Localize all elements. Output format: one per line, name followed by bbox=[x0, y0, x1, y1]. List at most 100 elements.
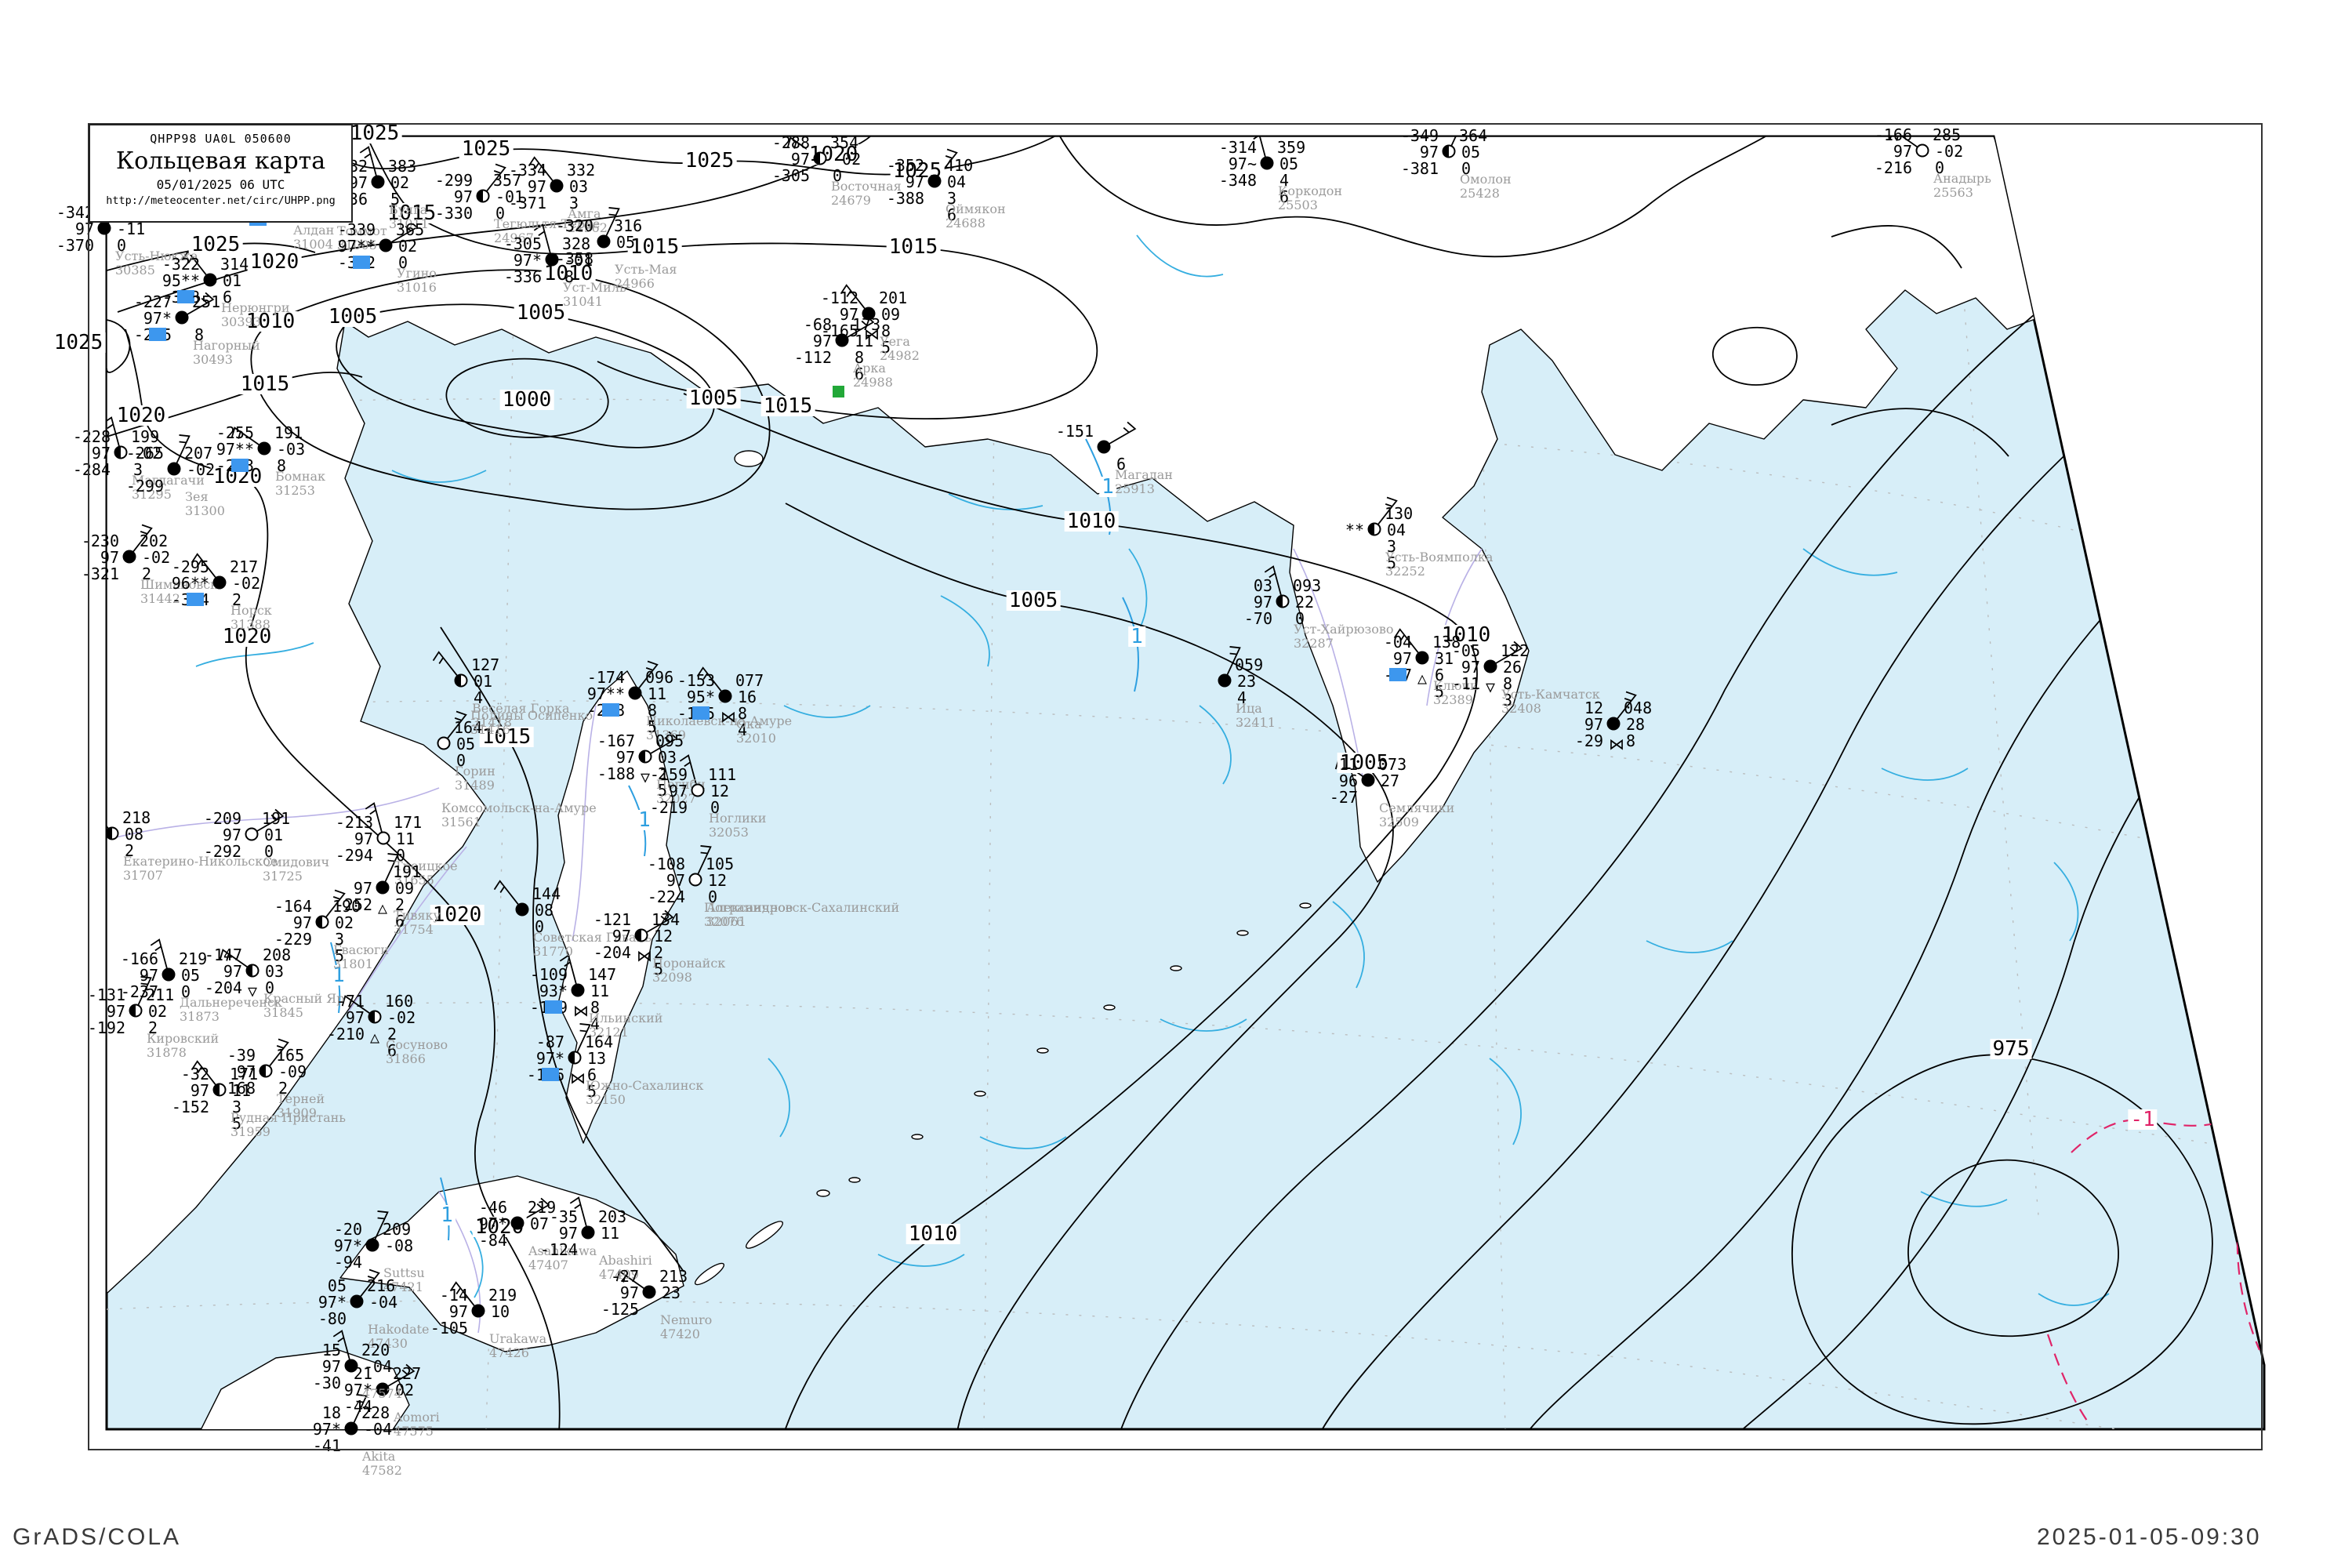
aux-contour-label: 1 bbox=[1128, 626, 1145, 647]
precip-square-icon bbox=[1389, 668, 1406, 681]
station-name-label: Алдан 31004 bbox=[293, 223, 335, 252]
station-circle bbox=[212, 1083, 227, 1097]
wind-barb bbox=[341, 995, 370, 1014]
station-name-label: Полины Осипенко 31416 bbox=[470, 708, 593, 738]
station-circle bbox=[245, 964, 260, 978]
map-title: Кольцевая карта bbox=[115, 147, 326, 175]
station-circle bbox=[454, 673, 468, 688]
wind-barb bbox=[374, 1210, 389, 1240]
station-name-label: Urakawa 47426 bbox=[489, 1331, 547, 1361]
isobar-label: 1020 bbox=[247, 252, 302, 272]
station-circle bbox=[813, 151, 827, 165]
station-circle bbox=[203, 273, 217, 287]
wind-barb bbox=[191, 1060, 216, 1086]
wind-barb bbox=[187, 292, 215, 315]
wind-barb bbox=[176, 434, 191, 464]
wind-barb bbox=[256, 808, 285, 832]
station-name-label: Дальнереченск 31873 bbox=[180, 995, 282, 1025]
wind-barb bbox=[353, 1394, 368, 1424]
station-circle bbox=[167, 462, 181, 476]
station-circle bbox=[1915, 143, 1929, 158]
station-circle bbox=[97, 221, 111, 235]
wind-barb bbox=[332, 1330, 350, 1360]
station-name-label: Томмот 31005 bbox=[337, 223, 387, 253]
station-circle bbox=[1097, 440, 1111, 454]
wind-barb bbox=[938, 148, 958, 177]
station-name-label: Усть-Воямполка 32252 bbox=[1385, 550, 1494, 579]
station-name-label: Suttsu 47421 bbox=[383, 1265, 425, 1295]
station-circle bbox=[628, 686, 642, 700]
wind-barb bbox=[840, 284, 866, 310]
station-name-label: Тивяку 31754 bbox=[394, 908, 441, 938]
station-circle bbox=[122, 550, 136, 564]
source-url: http://meteocenter.net/circ/UHPP.png bbox=[106, 194, 336, 207]
station-circle bbox=[376, 1382, 390, 1396]
station-name-label: Арка 24988 bbox=[853, 361, 893, 390]
isobar-label: 1010 bbox=[1439, 625, 1494, 645]
station-name-label: Комсомольск-на-Амуре 31561 bbox=[441, 800, 597, 830]
isobar-label: 1010 bbox=[1064, 511, 1119, 532]
isobar-label: 1015 bbox=[627, 237, 682, 257]
isobar-label: 1000 bbox=[499, 390, 554, 410]
isobar-label: 975 bbox=[1990, 1039, 2032, 1059]
wind-barb bbox=[576, 1023, 591, 1053]
isobar-label: 1020 bbox=[114, 405, 169, 426]
precip-square-icon bbox=[149, 328, 166, 341]
wind-barb bbox=[486, 163, 506, 192]
station-circle bbox=[862, 307, 876, 321]
station-circle bbox=[114, 445, 128, 459]
station-circle bbox=[259, 1064, 273, 1078]
station-name-label: Троицкое 31655 bbox=[394, 858, 458, 888]
isobar-label: 1020 bbox=[220, 626, 274, 647]
station-name-label: Бомнак 31253 bbox=[275, 469, 326, 499]
station-name-label: Семлячики 32509 bbox=[1379, 800, 1455, 830]
station-circle bbox=[550, 179, 564, 193]
station-name-label: Оймякон 24688 bbox=[946, 201, 1006, 231]
station-circle bbox=[581, 1225, 595, 1240]
wind-barb bbox=[387, 1363, 416, 1387]
station-name-label: Ноглики 32053 bbox=[709, 811, 767, 840]
wind-barb bbox=[569, 1196, 587, 1227]
station-circle bbox=[1442, 144, 1456, 158]
station-name-label: Ока 32010 bbox=[736, 717, 776, 746]
precip-square-icon bbox=[177, 290, 194, 303]
isobar-label: 1010 bbox=[541, 263, 596, 284]
isobar-label: 1005 bbox=[1006, 590, 1061, 611]
isobar-label: 1015 bbox=[760, 396, 815, 416]
station-name-label: Горин 31489 bbox=[455, 764, 495, 793]
wind-barb bbox=[696, 666, 722, 692]
aux-contour-label: 1 bbox=[330, 965, 347, 985]
station-circle bbox=[642, 1285, 656, 1299]
station-circle bbox=[718, 689, 732, 703]
wind-barb bbox=[1450, 136, 1465, 147]
precip-square-icon bbox=[545, 1000, 562, 1014]
station-circle bbox=[688, 873, 702, 887]
wind-barb bbox=[646, 909, 674, 933]
station-circle bbox=[691, 783, 705, 797]
station-name-label: Сосуново 31866 bbox=[386, 1037, 448, 1067]
station-circle bbox=[515, 902, 529, 916]
station-circle bbox=[1606, 717, 1621, 731]
station-circle bbox=[175, 310, 189, 325]
station-name-label: Норск 31388 bbox=[230, 603, 272, 633]
station-circle bbox=[437, 736, 451, 750]
map-title-box: QHPP98 UA0L 050600 Кольцевая карта 05/01… bbox=[89, 124, 353, 223]
wind-barb bbox=[325, 889, 346, 918]
aux-contour-label: 1 bbox=[636, 810, 653, 830]
station-circle bbox=[545, 252, 559, 267]
station-name-label: Угино 31016 bbox=[397, 266, 437, 296]
station-circle bbox=[368, 1010, 382, 1024]
wind-barb bbox=[219, 949, 248, 968]
station-circle bbox=[571, 983, 585, 997]
station-circle bbox=[1276, 594, 1290, 608]
station-name-label: Советская Гавань 31770 bbox=[533, 930, 652, 960]
wind-barb bbox=[449, 1281, 475, 1307]
isobar-label: 1010 bbox=[906, 1224, 960, 1244]
isobar-label: 1025 bbox=[188, 234, 243, 255]
station-circle bbox=[365, 1238, 379, 1252]
station-name-label: Терней 31909 bbox=[277, 1091, 325, 1121]
wind-barb bbox=[447, 710, 467, 739]
station-name-label: Николаевск-на-Амуре 31369 bbox=[646, 713, 793, 743]
wind-barb bbox=[1248, 136, 1266, 158]
